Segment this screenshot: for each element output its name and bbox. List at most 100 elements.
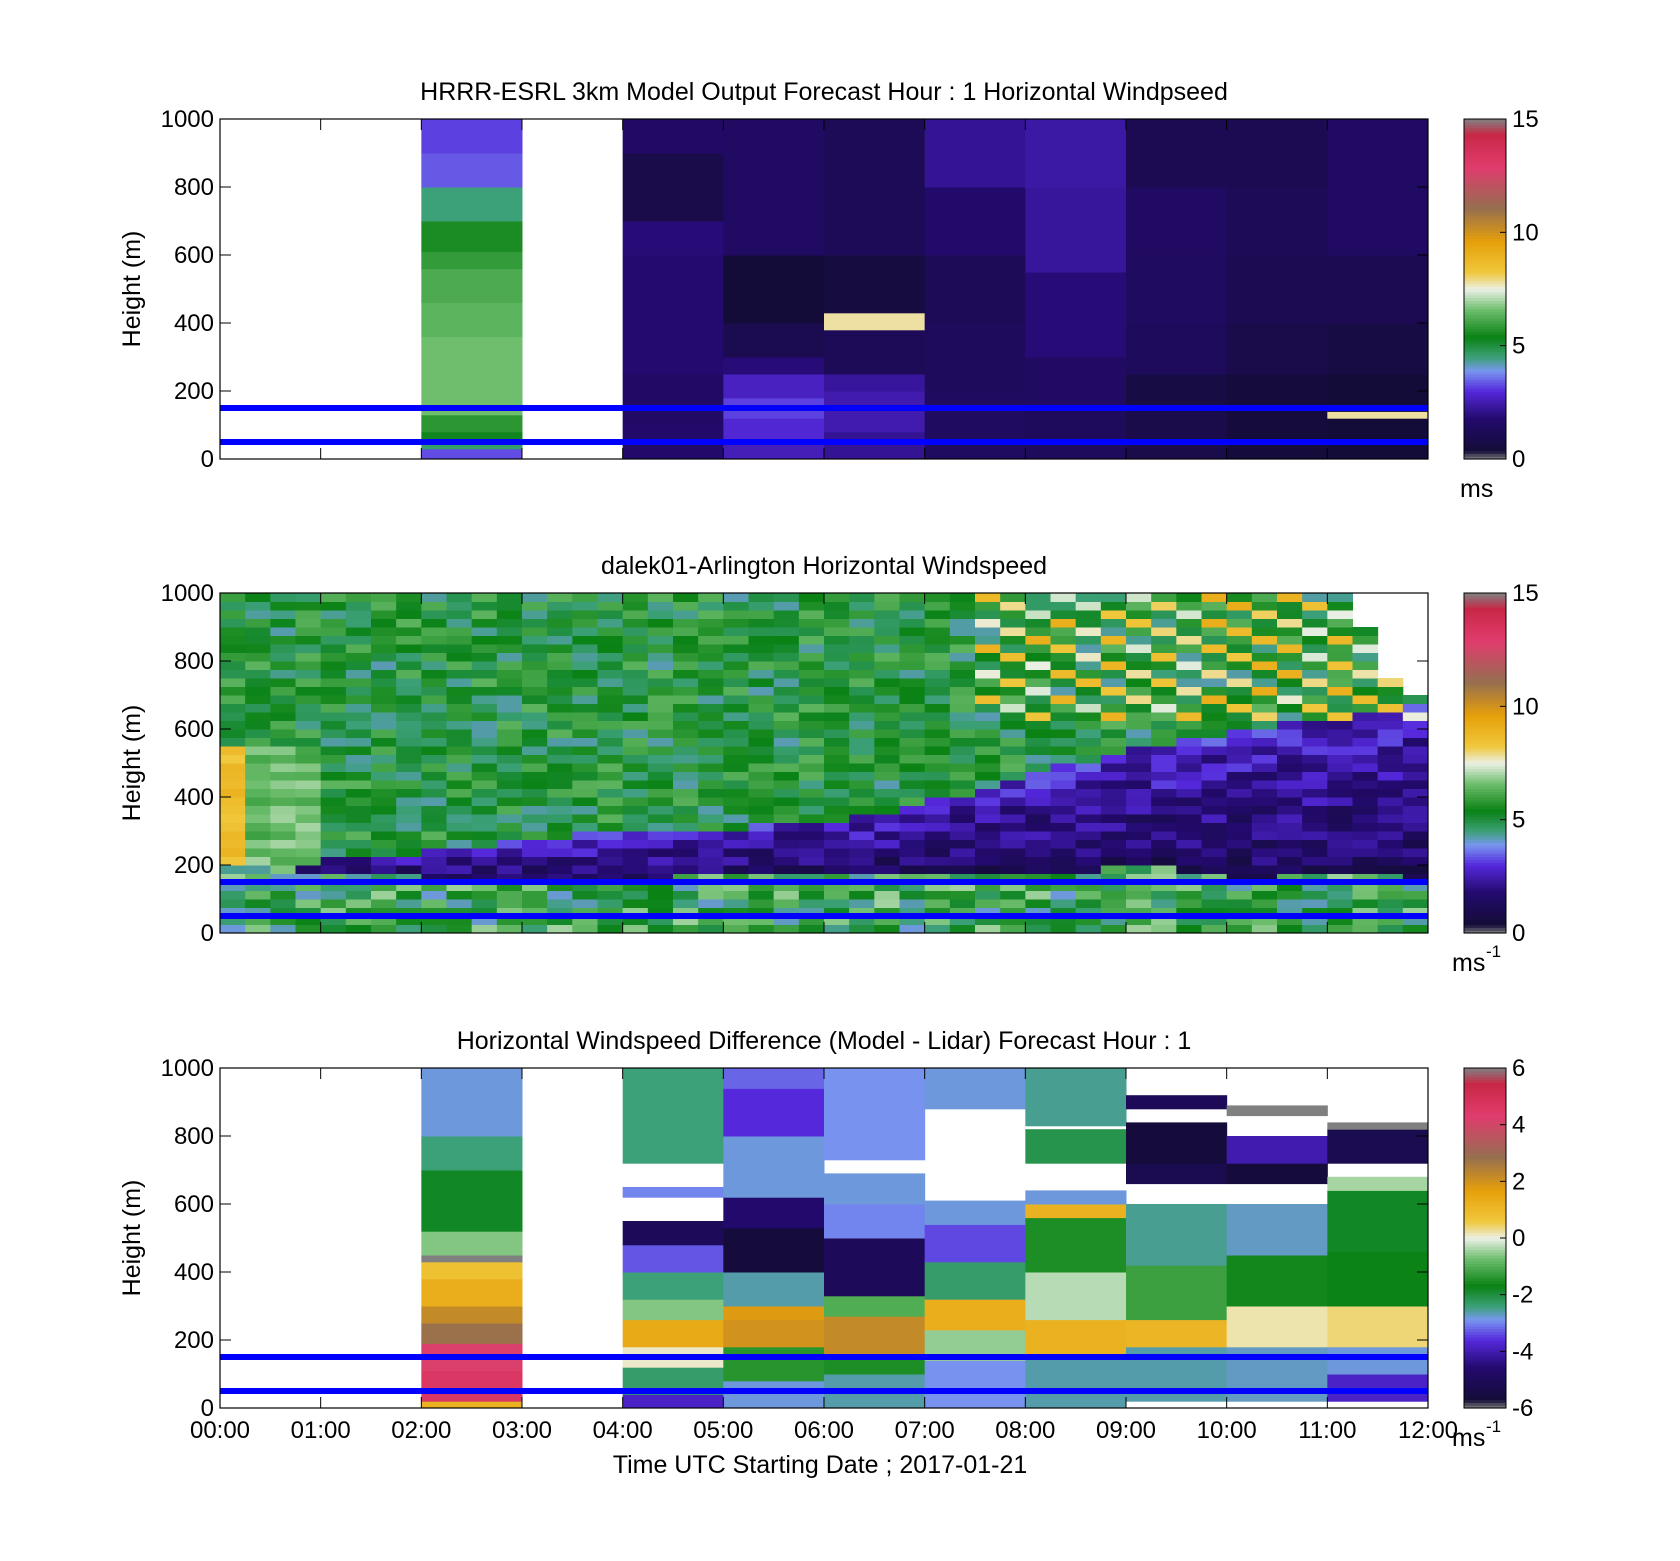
heatmap-cell (220, 661, 246, 670)
heatmap-cell (320, 899, 347, 908)
heatmap-cell (673, 839, 699, 849)
colorbar-band (1464, 1385, 1506, 1389)
heatmap-cell (899, 805, 926, 815)
heatmap-cell (547, 601, 573, 611)
colorbar-band (1464, 763, 1506, 767)
heatmap-cell (849, 899, 875, 908)
heatmap-cell (1327, 916, 1353, 925)
heatmap-cell (849, 822, 875, 832)
heatmap-cell (824, 618, 850, 628)
heatmap-cell (1176, 865, 1202, 874)
heatmap-cell (975, 712, 1001, 721)
heatmap-cell (698, 890, 724, 900)
colorbar-band (1464, 1382, 1506, 1386)
heatmap-cell (597, 712, 624, 721)
heatmap-cell (295, 729, 322, 738)
heatmap-cell (421, 153, 523, 188)
heatmap-cell (1201, 720, 1228, 730)
heatmap-cell (1377, 899, 1404, 908)
heatmap-cell (245, 890, 271, 900)
heatmap-cell (270, 856, 296, 866)
heatmap-cell (1327, 890, 1353, 900)
heatmap-cell (496, 780, 523, 789)
heatmap-cell (220, 686, 246, 696)
heatmap-cell (622, 805, 649, 815)
heatmap-cell (421, 1278, 523, 1307)
heatmap-cell (673, 797, 699, 806)
heatmap-cell (1075, 788, 1102, 798)
heatmap-cell (270, 703, 296, 713)
heatmap-cell (1050, 644, 1077, 653)
heatmap-cell (597, 618, 624, 628)
heatmap-cell (773, 678, 800, 687)
heatmap-cell (1075, 746, 1102, 755)
heatmap-cell (1126, 746, 1152, 755)
x-tick-label: 00:00 (190, 1417, 250, 1444)
colorbar-band (1464, 444, 1506, 449)
heatmap-cell (572, 737, 598, 747)
heatmap-cell (421, 268, 523, 304)
heatmap-cell (1226, 856, 1253, 866)
heatmap-cell (320, 780, 347, 789)
colorbar-band (1464, 1393, 1506, 1398)
heatmap-cell (597, 644, 624, 653)
heatmap-cell (245, 788, 271, 798)
heatmap-cell (396, 618, 422, 628)
heatmap-cell (572, 601, 598, 611)
heatmap-cell (1277, 746, 1303, 755)
heatmap-cell (698, 627, 724, 636)
heatmap-cell (471, 924, 498, 933)
heatmap-cell (522, 686, 548, 696)
colorbar-band (1464, 612, 1506, 617)
heatmap-cell (924, 391, 1026, 459)
heatmap-cell (622, 907, 649, 917)
heatmap-cell (597, 678, 624, 687)
heatmap-cell (1302, 771, 1328, 781)
heatmap-cell (874, 695, 900, 704)
colorbar-band (1464, 1388, 1506, 1392)
colorbar-band (1464, 399, 1506, 403)
heatmap-cell (673, 924, 699, 933)
heatmap-cell (824, 916, 850, 925)
colorbar-band (1464, 1289, 1506, 1293)
heatmap-cell (1151, 729, 1177, 738)
heatmap-cell (1000, 890, 1026, 900)
heatmap-cell (1100, 831, 1127, 840)
heatmap-cell (1327, 865, 1353, 874)
heatmap-cell (824, 374, 926, 392)
heatmap-cell (647, 729, 674, 738)
colorbar-band (1464, 726, 1506, 730)
colorbar-band (1464, 212, 1506, 216)
heatmap-cell (824, 431, 926, 459)
heatmap-cell (1352, 848, 1379, 857)
heatmap-cell (949, 771, 976, 781)
heatmap-cell (345, 686, 372, 696)
heatmap-cell (471, 805, 498, 815)
heatmap-cell (446, 856, 473, 866)
heatmap-cell (1000, 814, 1026, 823)
heatmap-cell (1327, 610, 1353, 619)
heatmap-cell (975, 593, 1001, 602)
colorbar-band (1464, 896, 1506, 900)
heatmap-cell (874, 729, 900, 738)
heatmap-cell (1075, 686, 1102, 696)
heatmap-cell (723, 678, 749, 687)
heatmap-cell (496, 822, 523, 832)
heatmap-cell (949, 899, 976, 908)
heatmap-cell (320, 644, 347, 653)
heatmap-cell (673, 746, 699, 755)
heatmap-cell (824, 1295, 926, 1317)
heatmap-cell (1302, 814, 1328, 823)
colorbar-band (1464, 294, 1506, 299)
heatmap-cell (496, 856, 523, 866)
heatmap-cell (522, 856, 548, 866)
y-tick-label: 200 (174, 1327, 214, 1354)
heatmap-cell (471, 703, 498, 713)
heatmap-cell (673, 788, 699, 798)
heatmap-cell (471, 899, 498, 908)
heatmap-cell (1352, 712, 1379, 721)
colorbar-band (1464, 119, 1506, 123)
heatmap-cell (773, 593, 800, 602)
heatmap-cell (798, 703, 825, 713)
heatmap-cell (421, 187, 523, 222)
